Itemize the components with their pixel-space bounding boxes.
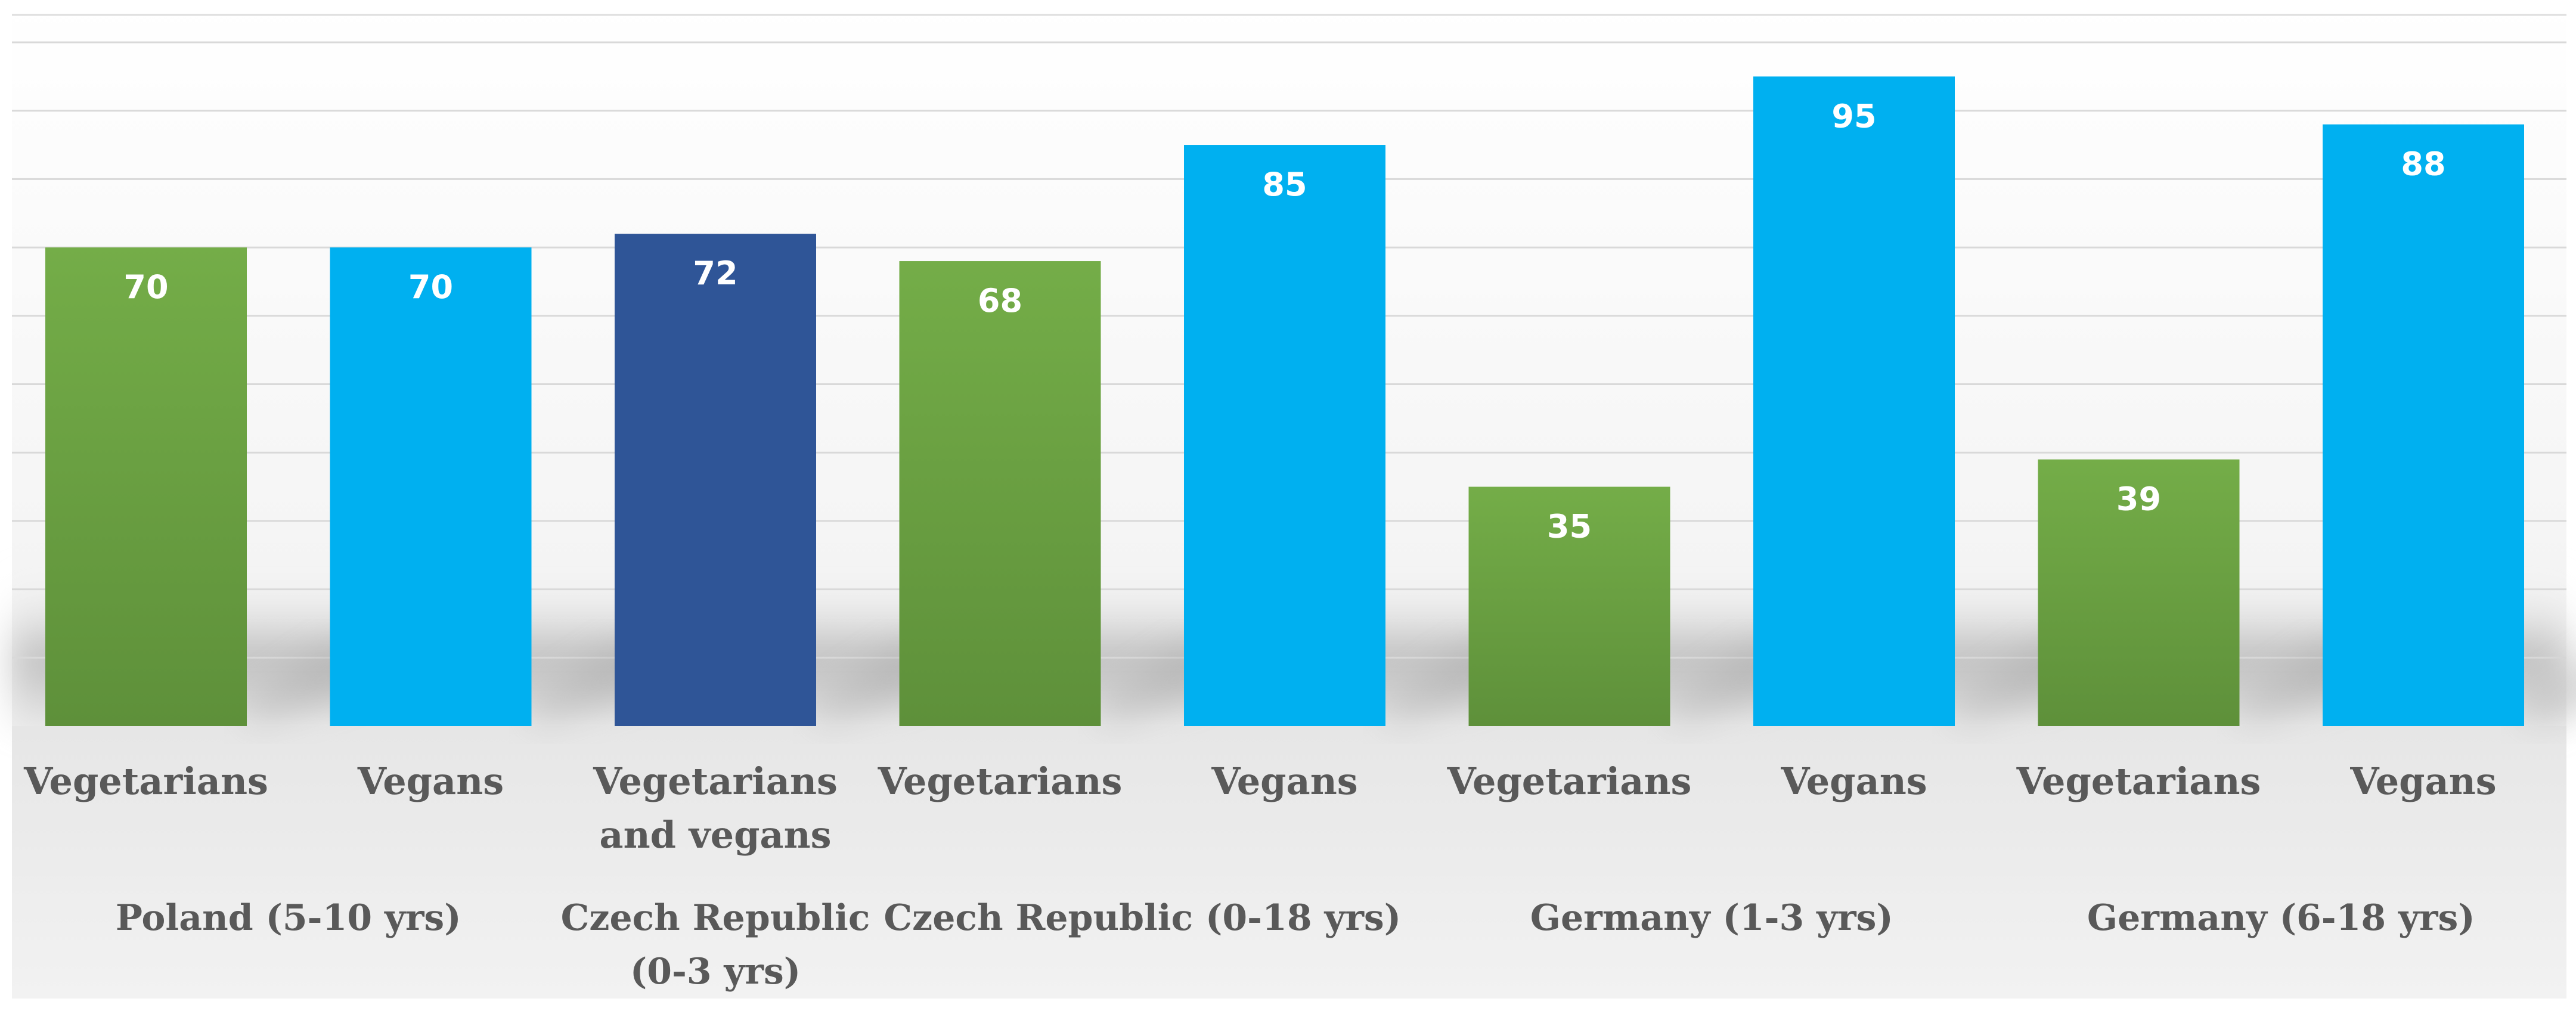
- category-label: Vegetarians: [2016, 759, 2261, 803]
- bars-layer: [45, 76, 2576, 727]
- bar-vegetarians: [45, 247, 247, 727]
- category-label: and vegans: [599, 813, 831, 857]
- group-label: Germany (1-3 yrs): [1530, 897, 1893, 939]
- data-label: 72: [693, 255, 737, 292]
- group-label: Czech Republic: [561, 897, 870, 939]
- data-label: 85: [1262, 166, 1307, 203]
- category-label: Vegans: [1780, 759, 1927, 803]
- data-label: 35: [1547, 508, 1592, 545]
- bar-shadow: [2524, 668, 2576, 726]
- group-label: Germany (6-18 yrs): [2087, 897, 2475, 939]
- group-labels-layer: Poland (5-10 yrs) Czech Republic (0-3 yrs)…: [116, 897, 2475, 993]
- label-band: [12, 726, 2566, 999]
- category-label: Vegetarians: [878, 759, 1123, 803]
- category-labels-layer: Vegetarians Vegans Vegetarians and vegans Ve…: [23, 759, 2497, 857]
- category-label: Vegetarians: [593, 759, 838, 803]
- bar-vegetarians: [899, 261, 1101, 726]
- group-label: (0-3 yrs): [630, 951, 801, 993]
- category-label: Vegetarians: [1447, 759, 1692, 803]
- data-label: 70: [123, 268, 168, 306]
- data-label: 95: [1831, 97, 1876, 135]
- group-label: Czech Republic (0-18 yrs): [884, 897, 1401, 939]
- bar-vegans: [1184, 145, 1385, 727]
- bar-vegetarians: [2038, 459, 2240, 726]
- data-label: 39: [2116, 480, 2161, 518]
- category-label: Vegetarians: [23, 759, 268, 803]
- bar-vegetarians-and-vegans: [615, 234, 816, 726]
- bar-vegans: [2323, 124, 2524, 726]
- data-label: 88: [2401, 145, 2445, 183]
- data-label: 68: [978, 282, 1022, 320]
- bar-vegetarians: [1468, 486, 1670, 726]
- group-label: Poland (5-10 yrs): [116, 897, 461, 939]
- value-labels-layer: 70 70 72 68 85 35 95 39 88: [123, 97, 2445, 545]
- category-label: Vegans: [1211, 759, 1357, 803]
- category-label: Vegans: [2349, 759, 2496, 803]
- bar-vegans: [1753, 76, 1955, 727]
- data-label: 70: [408, 268, 453, 306]
- category-label: Vegans: [357, 759, 504, 803]
- bar-vegans: [330, 247, 532, 727]
